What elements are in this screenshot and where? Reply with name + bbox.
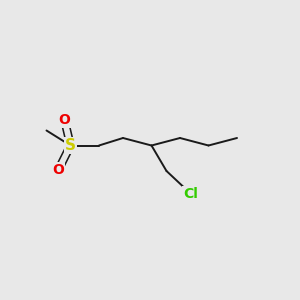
Text: O: O <box>52 163 64 176</box>
Text: Cl: Cl <box>183 187 198 200</box>
Text: S: S <box>65 138 76 153</box>
Text: O: O <box>58 113 70 127</box>
